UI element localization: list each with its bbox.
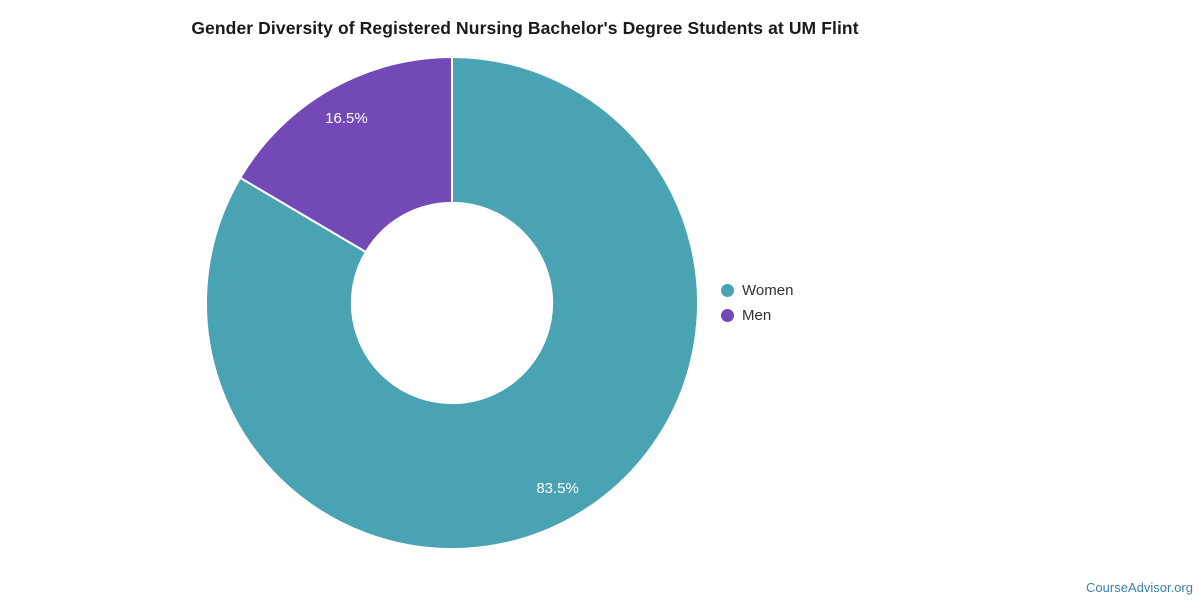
slice-label-women: 83.5% bbox=[536, 480, 579, 497]
legend-item-women[interactable]: Women bbox=[721, 278, 793, 303]
legend-label-men: Men bbox=[742, 307, 772, 324]
pie-slice-women[interactable] bbox=[205, 56, 699, 550]
slice-label-men: 16.5% bbox=[325, 110, 368, 127]
legend-label-women: Women bbox=[742, 282, 794, 299]
legend: Women Men bbox=[721, 278, 793, 328]
footer-link[interactable]: CourseAdvisor.org bbox=[1086, 580, 1193, 595]
pie-slice-men[interactable] bbox=[239, 56, 453, 254]
legend-item-men[interactable]: Men bbox=[721, 303, 793, 328]
chart-title: Gender Diversity of Registered Nursing B… bbox=[191, 18, 859, 38]
legend-marker-women bbox=[721, 284, 734, 297]
legend-marker-men bbox=[721, 309, 734, 322]
